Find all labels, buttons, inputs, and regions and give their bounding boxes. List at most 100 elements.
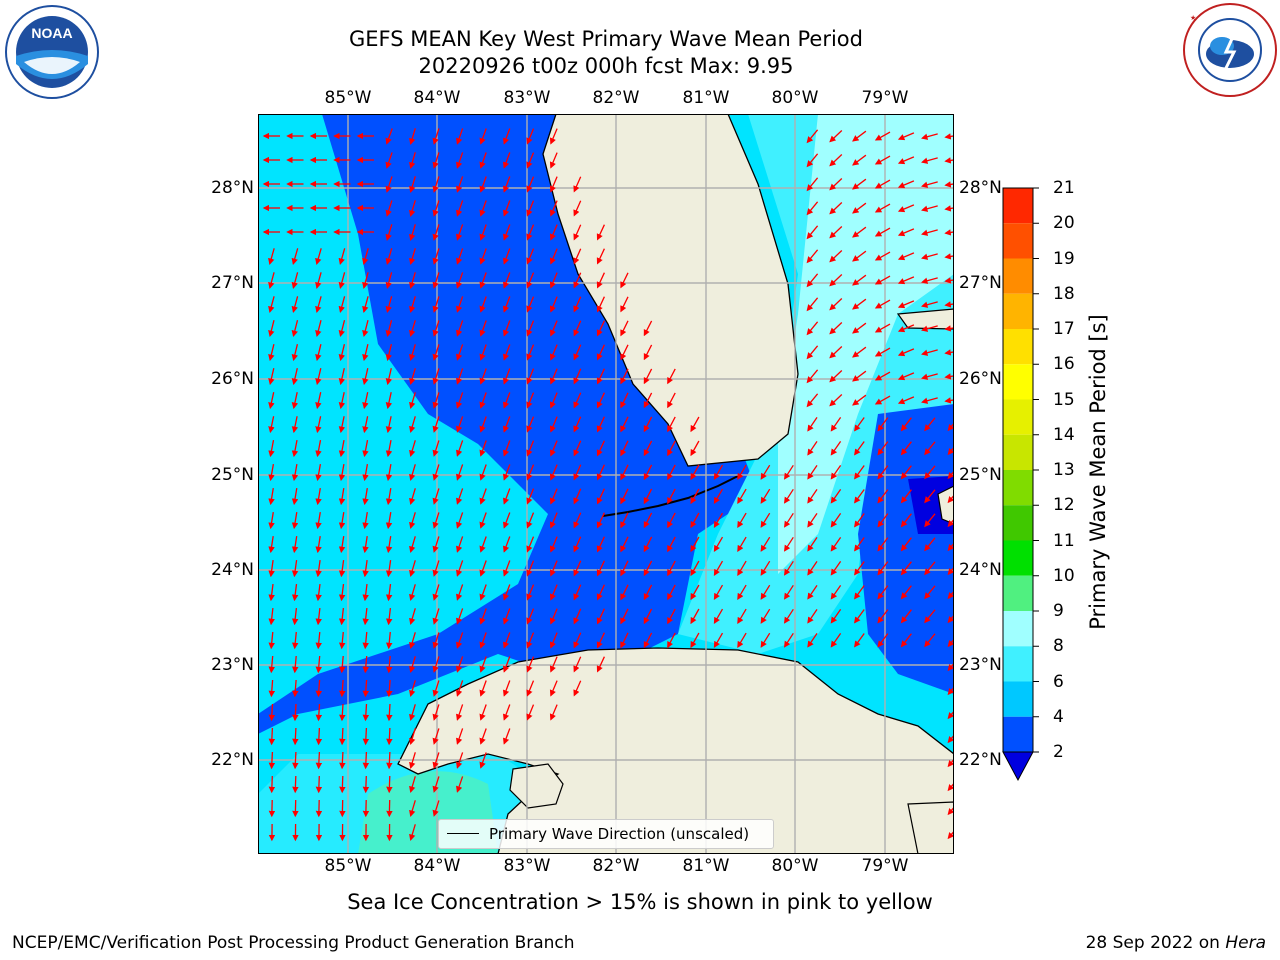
wave-arrow <box>409 344 416 361</box>
wave-arrow <box>291 560 299 578</box>
wave-arrow <box>291 631 299 650</box>
wave-arrow <box>596 248 605 265</box>
wave-arrow <box>315 679 323 698</box>
wave-arrow <box>760 632 771 648</box>
wave-arrow <box>806 249 819 264</box>
wave-arrow <box>526 248 535 265</box>
wave-arrow <box>549 584 558 601</box>
wave-arrow <box>877 585 889 600</box>
wave-arrow <box>432 392 440 409</box>
wave-arrow <box>643 632 653 649</box>
wave-arrow <box>549 248 558 265</box>
wave-arrow <box>549 224 558 241</box>
colorbar-tick-label: 15 <box>1053 389 1075 410</box>
noaa-logo: NOAA <box>5 5 99 99</box>
wave-arrow <box>409 800 416 817</box>
wave-arrow <box>760 488 771 504</box>
wave-arrow <box>339 679 346 698</box>
wave-arrow <box>479 752 487 769</box>
wave-arrow <box>432 560 440 577</box>
svg-text:★: ★ <box>1190 14 1196 22</box>
wave-arrow <box>432 488 440 505</box>
wave-arrow <box>854 585 865 600</box>
wave-arrow <box>432 152 440 169</box>
wave-arrow <box>573 272 582 289</box>
wave-arrow <box>479 584 487 601</box>
wave-arrow <box>806 393 819 408</box>
wave-arrow <box>291 536 299 554</box>
wave-arrow <box>338 416 346 434</box>
wave-arrow <box>921 277 938 284</box>
wave-arrow <box>456 656 464 673</box>
wave-arrow <box>690 560 700 577</box>
wave-arrow <box>783 608 794 624</box>
wave-arrow <box>783 536 794 552</box>
wave-arrow <box>852 274 867 286</box>
wave-arrow <box>268 344 275 362</box>
footer-host: Hera <box>1225 933 1266 953</box>
wave-arrow <box>432 584 440 601</box>
wave-arrow <box>432 752 440 769</box>
wave-arrow <box>338 631 346 650</box>
wave-arrow <box>549 632 558 649</box>
lat-label-right: 26°N <box>959 369 1002 389</box>
wave-arrow <box>268 655 275 674</box>
wave-arrow <box>292 703 299 722</box>
colorbar-segment <box>1003 434 1033 470</box>
wave-arrow <box>900 417 912 432</box>
wave-arrow <box>526 128 535 145</box>
wave-arrow <box>924 465 936 480</box>
wave-arrow <box>830 633 842 648</box>
colorbar-segment <box>1003 716 1033 752</box>
wave-arrow <box>643 536 653 553</box>
lat-label-left: 28°N <box>211 178 254 198</box>
wave-arrow <box>479 560 487 577</box>
wave-arrow <box>409 152 416 169</box>
colorbar-segment <box>1003 611 1033 647</box>
andros-island <box>937 485 954 525</box>
colorbar-title: Primary Wave Mean Period [s] <box>1086 314 1110 630</box>
wave-arrow <box>385 176 393 193</box>
wave-arrow <box>339 727 346 746</box>
wave-arrow <box>924 441 936 456</box>
wave-arrow <box>479 680 487 697</box>
wave-arrow <box>921 397 938 404</box>
wave-arrow <box>526 608 535 625</box>
wave-arrow <box>456 512 464 529</box>
wave-arrow <box>829 274 843 287</box>
wave-arrow <box>620 488 629 505</box>
wave-arrow <box>432 512 440 529</box>
wave-arrow <box>874 395 891 405</box>
isla-juventud <box>509 763 564 809</box>
wave-arrow <box>315 751 323 770</box>
wave-arrow <box>526 320 535 337</box>
wave-arrow <box>502 248 511 265</box>
wave-arrow <box>362 511 369 530</box>
wave-arrow <box>456 440 464 457</box>
wave-arrow <box>620 368 629 385</box>
wave-arrow <box>526 392 535 409</box>
wave-arrow <box>479 320 487 337</box>
wave-arrow <box>502 608 511 625</box>
wave-arrow <box>830 537 842 552</box>
wave-arrow <box>456 392 464 409</box>
wave-arrow <box>713 632 724 649</box>
wave-arrow <box>291 392 299 410</box>
wave-arrow <box>900 609 912 624</box>
wave-arrow <box>549 200 558 217</box>
colorbar-tick-label: 2 <box>1053 742 1064 762</box>
wave-arrow <box>783 560 794 576</box>
wave-arrow <box>526 224 535 241</box>
lon-label-top: 85°W <box>324 88 372 108</box>
wave-arrow <box>737 608 747 625</box>
wave-arrow <box>291 320 299 338</box>
wave-arrow <box>479 392 487 409</box>
wave-arrow <box>620 560 629 577</box>
lat-label-right: 24°N <box>959 560 1002 580</box>
wave-arrow <box>339 703 346 722</box>
wave-arrow <box>921 349 938 356</box>
wave-arrow <box>362 439 369 458</box>
wave-arrow <box>385 416 393 434</box>
wave-arrow <box>573 344 582 361</box>
wave-arrow <box>456 584 464 601</box>
